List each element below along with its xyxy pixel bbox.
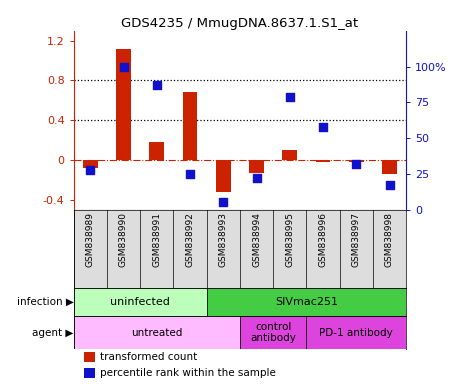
Text: GSM838996: GSM838996 [319,212,327,267]
Bar [216,160,231,192]
Bar [149,142,164,160]
Point [286,93,294,99]
Text: GSM838990: GSM838990 [119,212,128,267]
Bar [249,160,264,173]
Bar [349,160,364,162]
Text: GSM838991: GSM838991 [152,212,161,267]
Text: transformed count: transformed count [100,352,198,362]
Bar [83,160,98,168]
Bar [74,288,207,316]
Bar [315,160,331,162]
Bar [240,316,306,349]
Title: GDS4235 / MmugDNA.8637.1.S1_at: GDS4235 / MmugDNA.8637.1.S1_at [121,17,359,30]
Text: GSM838994: GSM838994 [252,212,261,267]
Bar [84,368,95,378]
Bar [116,49,131,160]
Text: untreated: untreated [131,328,182,338]
Point [319,124,327,130]
Point [120,63,127,70]
Text: infection ▶: infection ▶ [17,297,74,307]
Bar [182,92,198,160]
Point [86,167,94,173]
Bar [382,160,397,174]
Text: GSM838993: GSM838993 [219,212,228,267]
Point [386,182,393,189]
Text: GSM838998: GSM838998 [385,212,394,267]
Point [352,161,360,167]
Text: SIVmac251: SIVmac251 [275,297,338,307]
Text: control
antibody: control antibody [250,322,296,343]
Text: percentile rank within the sample: percentile rank within the sample [100,368,276,378]
Text: GSM838995: GSM838995 [285,212,294,267]
Text: uninfected: uninfected [110,297,170,307]
Text: GSM838997: GSM838997 [352,212,361,267]
Text: GSM838989: GSM838989 [86,212,95,267]
Text: PD-1 antibody: PD-1 antibody [319,328,393,338]
Point [219,199,227,205]
Bar [84,352,95,362]
Bar [306,316,406,349]
Bar [74,316,240,349]
Text: GSM838992: GSM838992 [186,212,194,267]
Bar [207,288,406,316]
Point [253,175,260,181]
Point [153,82,161,88]
Text: agent ▶: agent ▶ [32,328,74,338]
Point [186,171,194,177]
Bar [282,150,297,160]
